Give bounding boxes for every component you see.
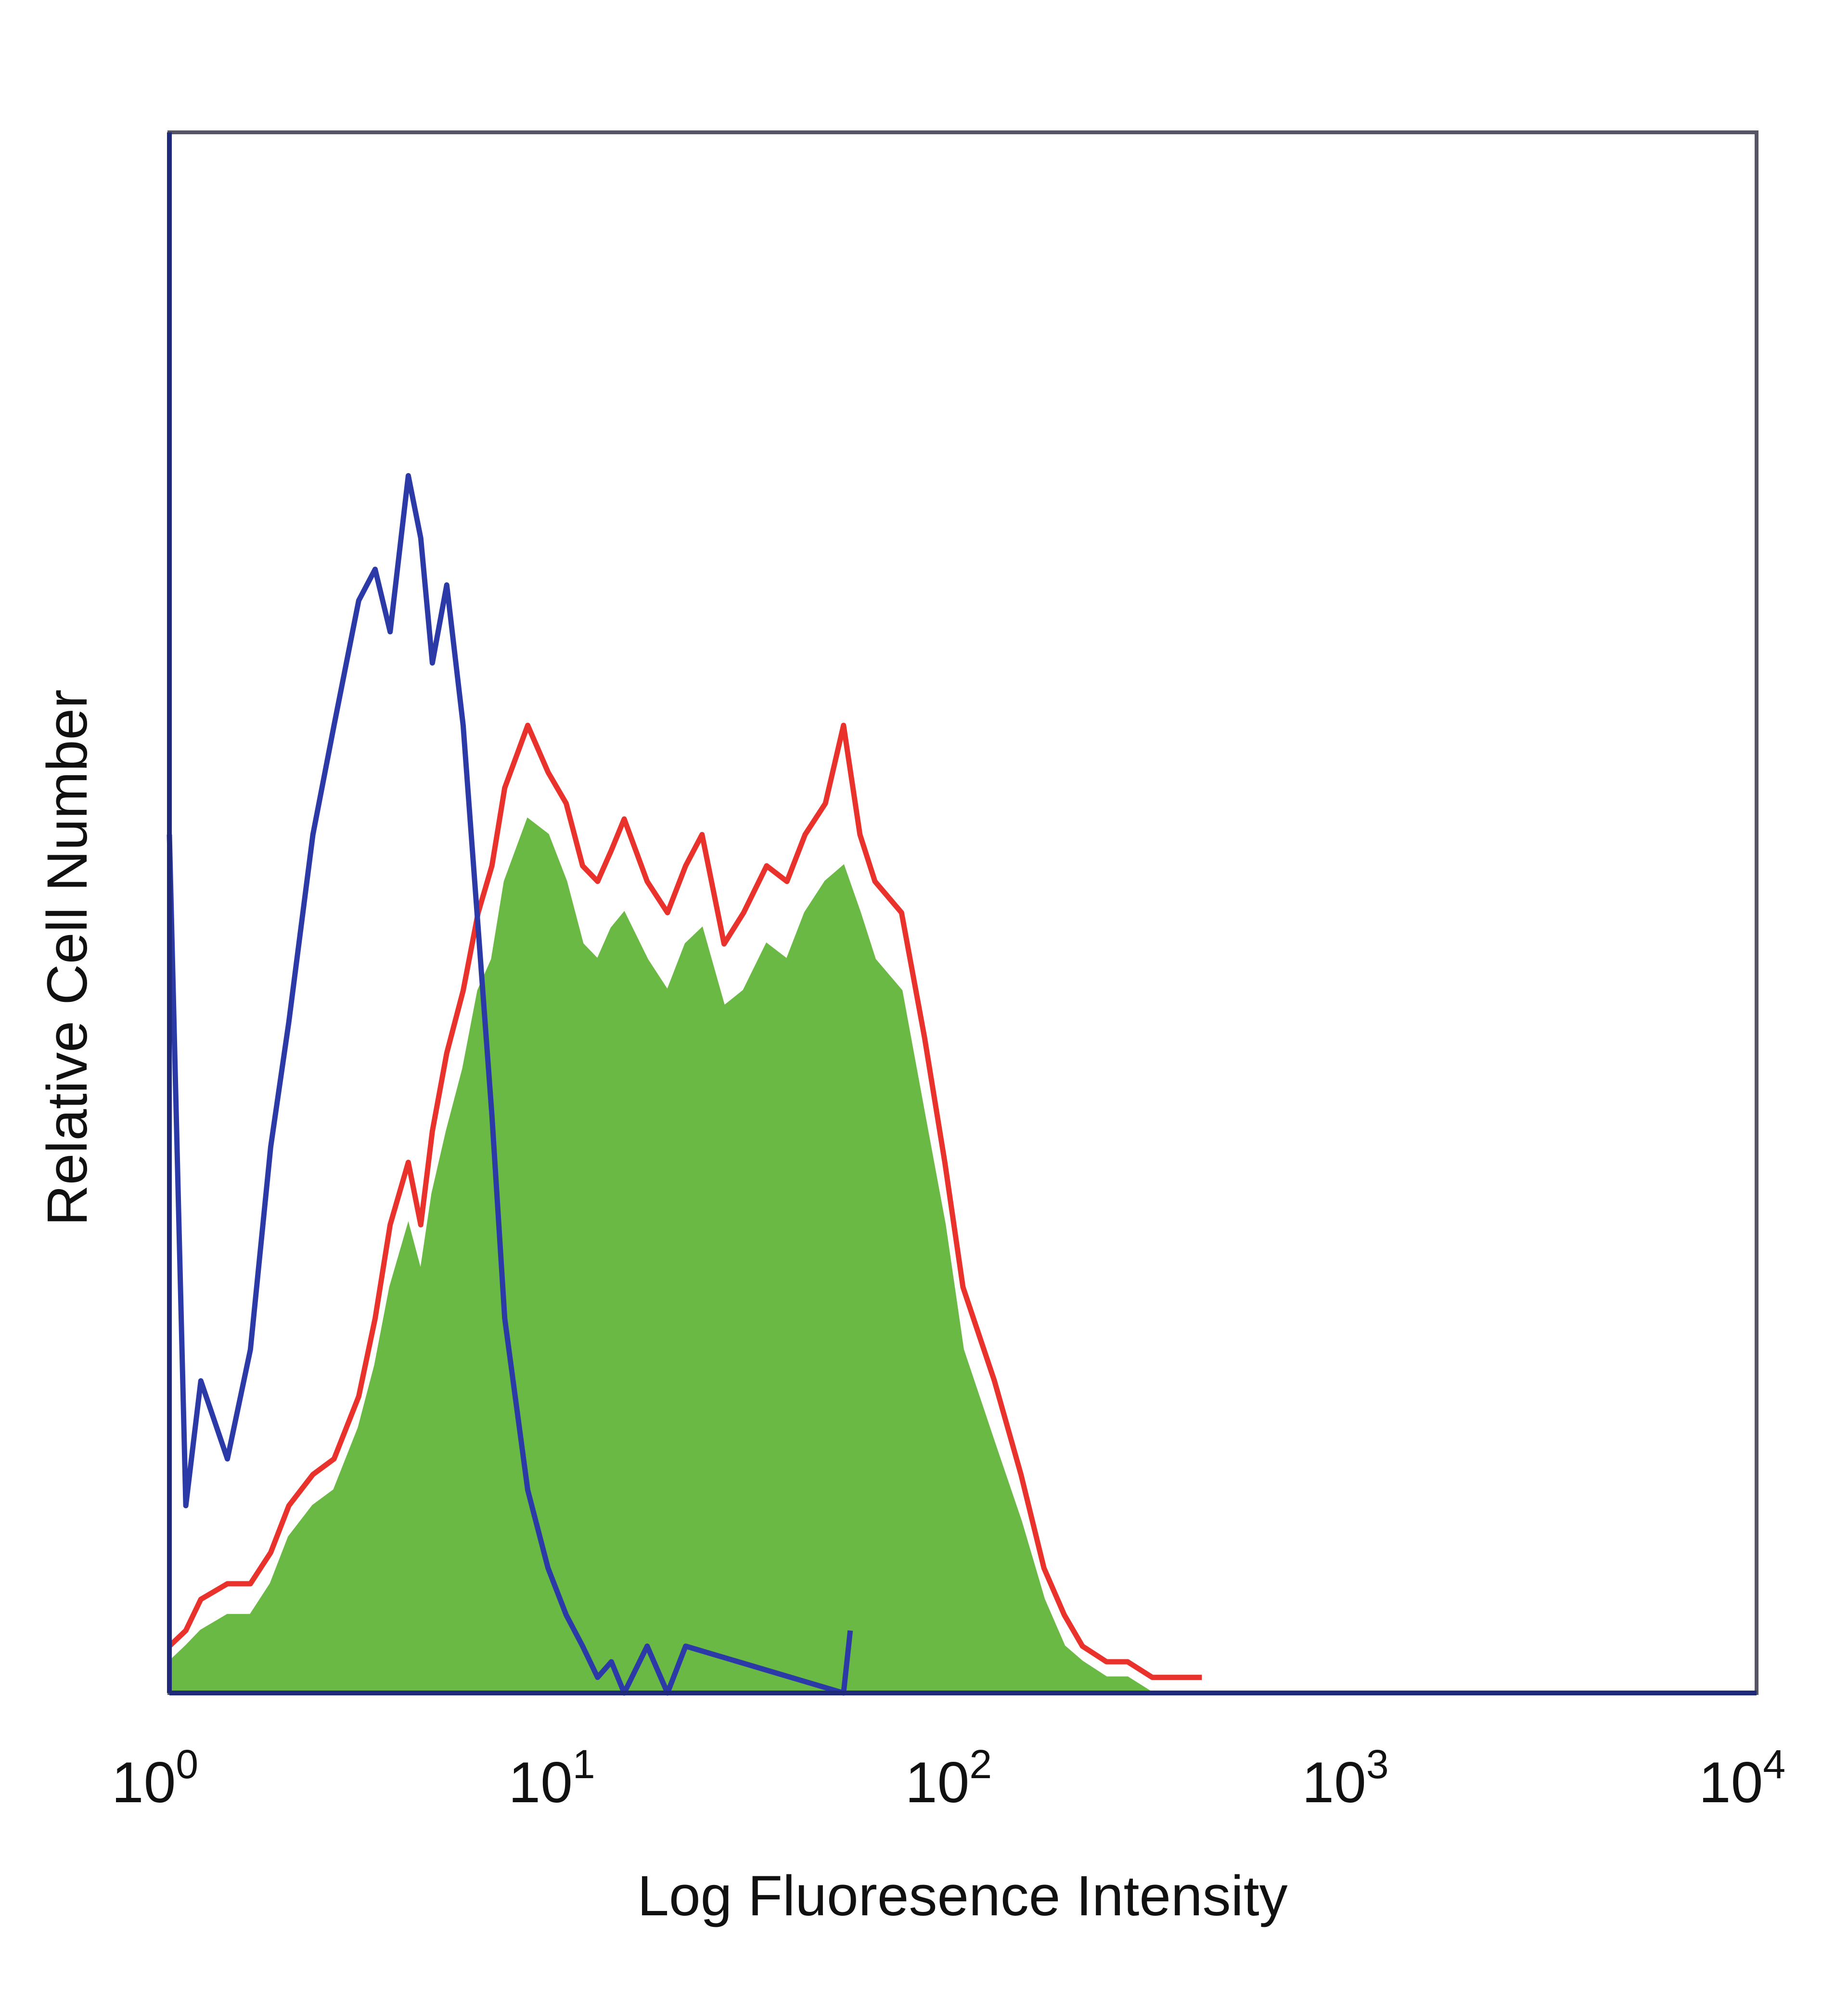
x-axis-title: Log Fluoresence Intensity — [637, 1864, 1287, 1928]
y-axis-title: Relative Cell Number — [36, 690, 99, 1226]
x-tick-labels: 100 101 102 103 104 — [112, 1742, 1785, 1815]
x-tick-label: 100 — [112, 1742, 198, 1815]
histogram-series-3 — [168, 817, 1202, 1694]
histogram-series-2 — [167, 722, 1202, 1680]
histogram-series-1 — [167, 473, 853, 1696]
x-tick-label: 101 — [508, 1742, 595, 1815]
series-layer — [167, 473, 1202, 1696]
x-tick-label: 103 — [1302, 1742, 1388, 1815]
x-tick-label: 102 — [905, 1742, 992, 1815]
x-tick-label: 104 — [1699, 1742, 1785, 1815]
